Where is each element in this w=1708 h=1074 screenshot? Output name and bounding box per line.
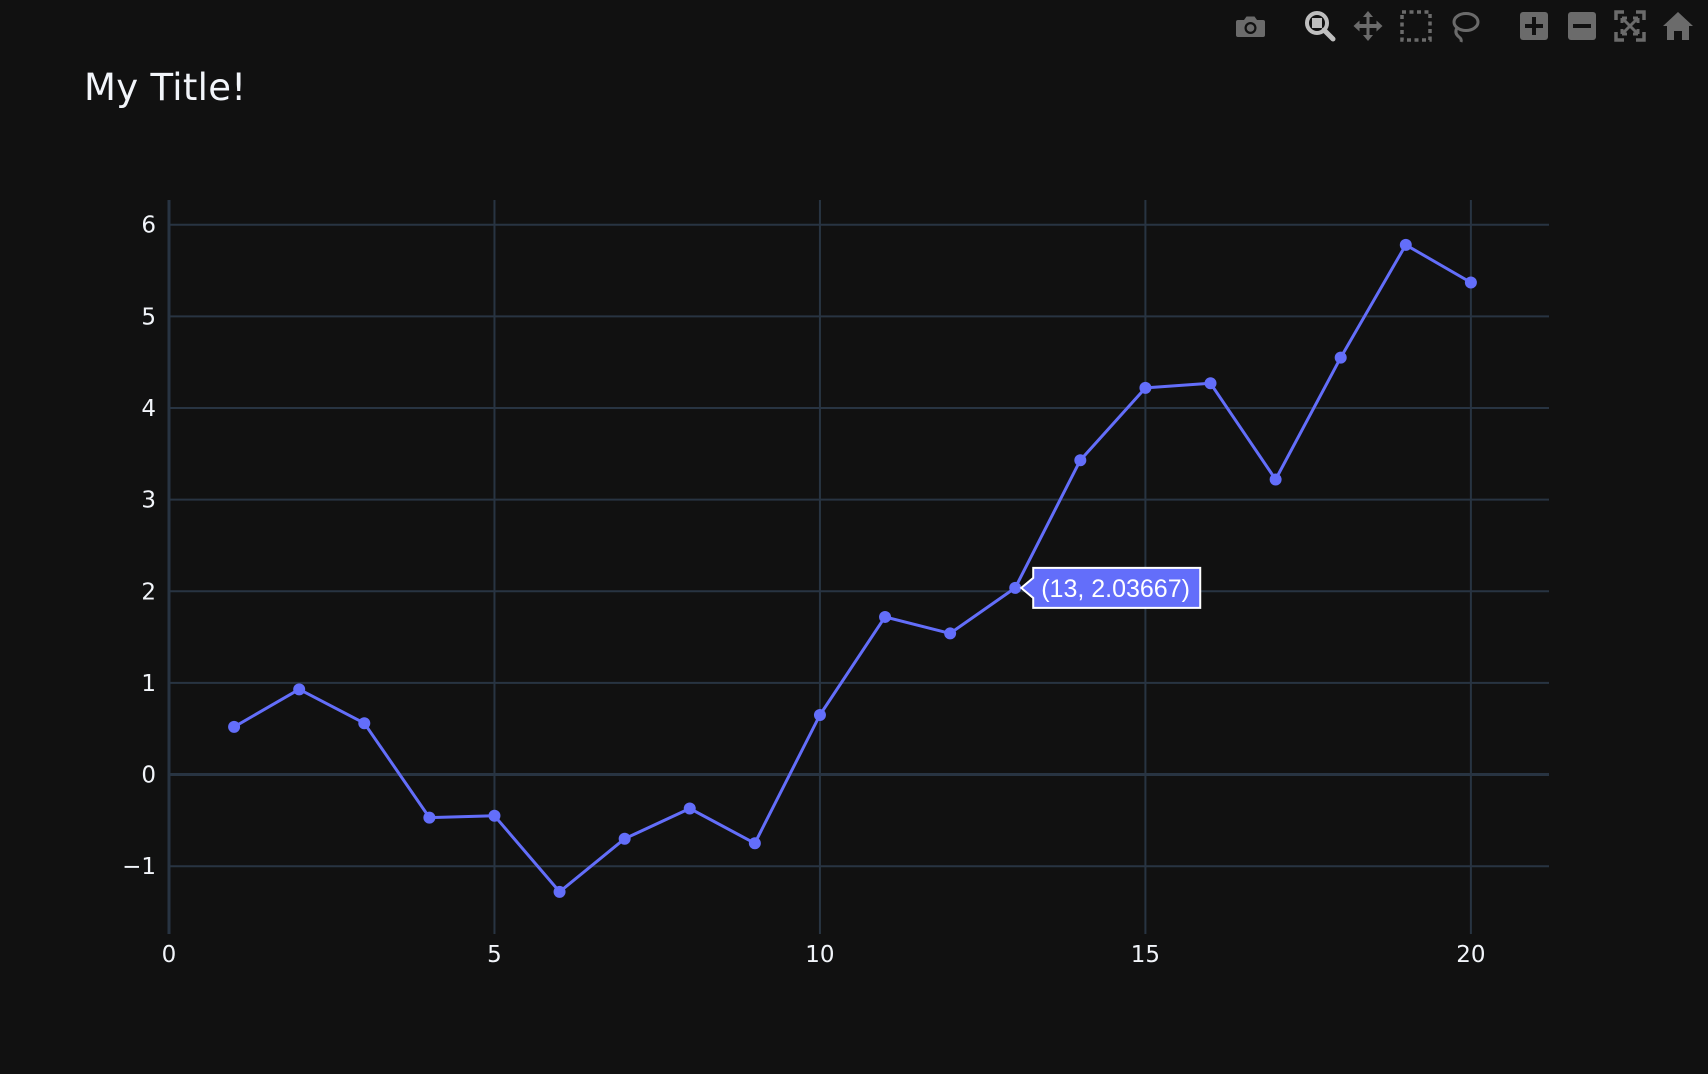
y-tick-label: 6 (141, 213, 156, 239)
data-point[interactable] (618, 832, 631, 845)
data-point[interactable] (488, 809, 501, 822)
pan-button[interactable] (1349, 8, 1387, 44)
lasso-select-button[interactable] (1445, 8, 1483, 44)
hover-tooltip-label: (13, 2.03667) (1041, 575, 1190, 603)
zoom-out-button[interactable] (1563, 8, 1601, 44)
x-tick-label: 5 (487, 942, 502, 968)
hover-tooltip (1019, 566, 1202, 609)
series-line (233, 243, 1472, 894)
data-point[interactable] (813, 708, 826, 721)
x-tick-label: 20 (1456, 942, 1485, 968)
autoscale-icon (1614, 10, 1646, 42)
data-point[interactable] (1139, 381, 1152, 394)
x-tick-label: 0 (162, 942, 177, 968)
data-point[interactable] (683, 802, 696, 815)
x-tick-label: 10 (805, 942, 834, 968)
data-point[interactable] (1399, 238, 1412, 251)
data-point[interactable] (748, 837, 761, 850)
y-tick-label: 2 (141, 579, 156, 605)
zoom-button[interactable] (1301, 8, 1339, 44)
box-select-button[interactable] (1397, 8, 1435, 44)
zoom-out-icon (1568, 12, 1596, 40)
data-point[interactable] (358, 717, 371, 730)
y-tick-label: 3 (141, 488, 156, 514)
y-tick-label: 0 (141, 763, 156, 789)
data-point[interactable] (1074, 454, 1087, 467)
modebar-group-export (1226, 8, 1274, 44)
data-point[interactable] (1334, 351, 1347, 364)
x-tick-label: 15 (1131, 942, 1160, 968)
reset-axes-button[interactable] (1659, 8, 1697, 44)
box-select-icon (1400, 10, 1432, 42)
zoom-in-icon (1520, 12, 1548, 40)
download-png-button[interactable] (1231, 8, 1269, 44)
data-point[interactable] (293, 683, 306, 696)
y-tick-label: 4 (141, 396, 156, 422)
lasso-icon (1452, 12, 1480, 43)
data-point[interactable] (423, 811, 436, 824)
zoom-in-button[interactable] (1515, 8, 1553, 44)
modebar-group-view (1510, 8, 1702, 44)
data-point[interactable] (1464, 276, 1477, 289)
home-icon (1663, 12, 1693, 40)
data-point[interactable] (228, 720, 241, 733)
data-point[interactable] (1204, 377, 1217, 390)
y-tick-label: −1 (122, 854, 156, 880)
data-point[interactable] (1009, 581, 1022, 594)
y-tick-label: 5 (141, 304, 156, 330)
autoscale-button[interactable] (1611, 8, 1649, 44)
camera-icon (1236, 16, 1265, 37)
data-point[interactable] (1269, 473, 1282, 486)
chart-title: My Title! (84, 66, 247, 109)
data-point[interactable] (944, 627, 957, 640)
modebar-group-drag (1296, 8, 1488, 44)
pan-icon (1353, 11, 1383, 41)
zoom-icon (1305, 11, 1336, 42)
y-tick-label: 1 (141, 671, 156, 697)
data-point[interactable] (553, 885, 566, 898)
modebar (1204, 6, 1702, 46)
data-point[interactable] (879, 610, 892, 623)
